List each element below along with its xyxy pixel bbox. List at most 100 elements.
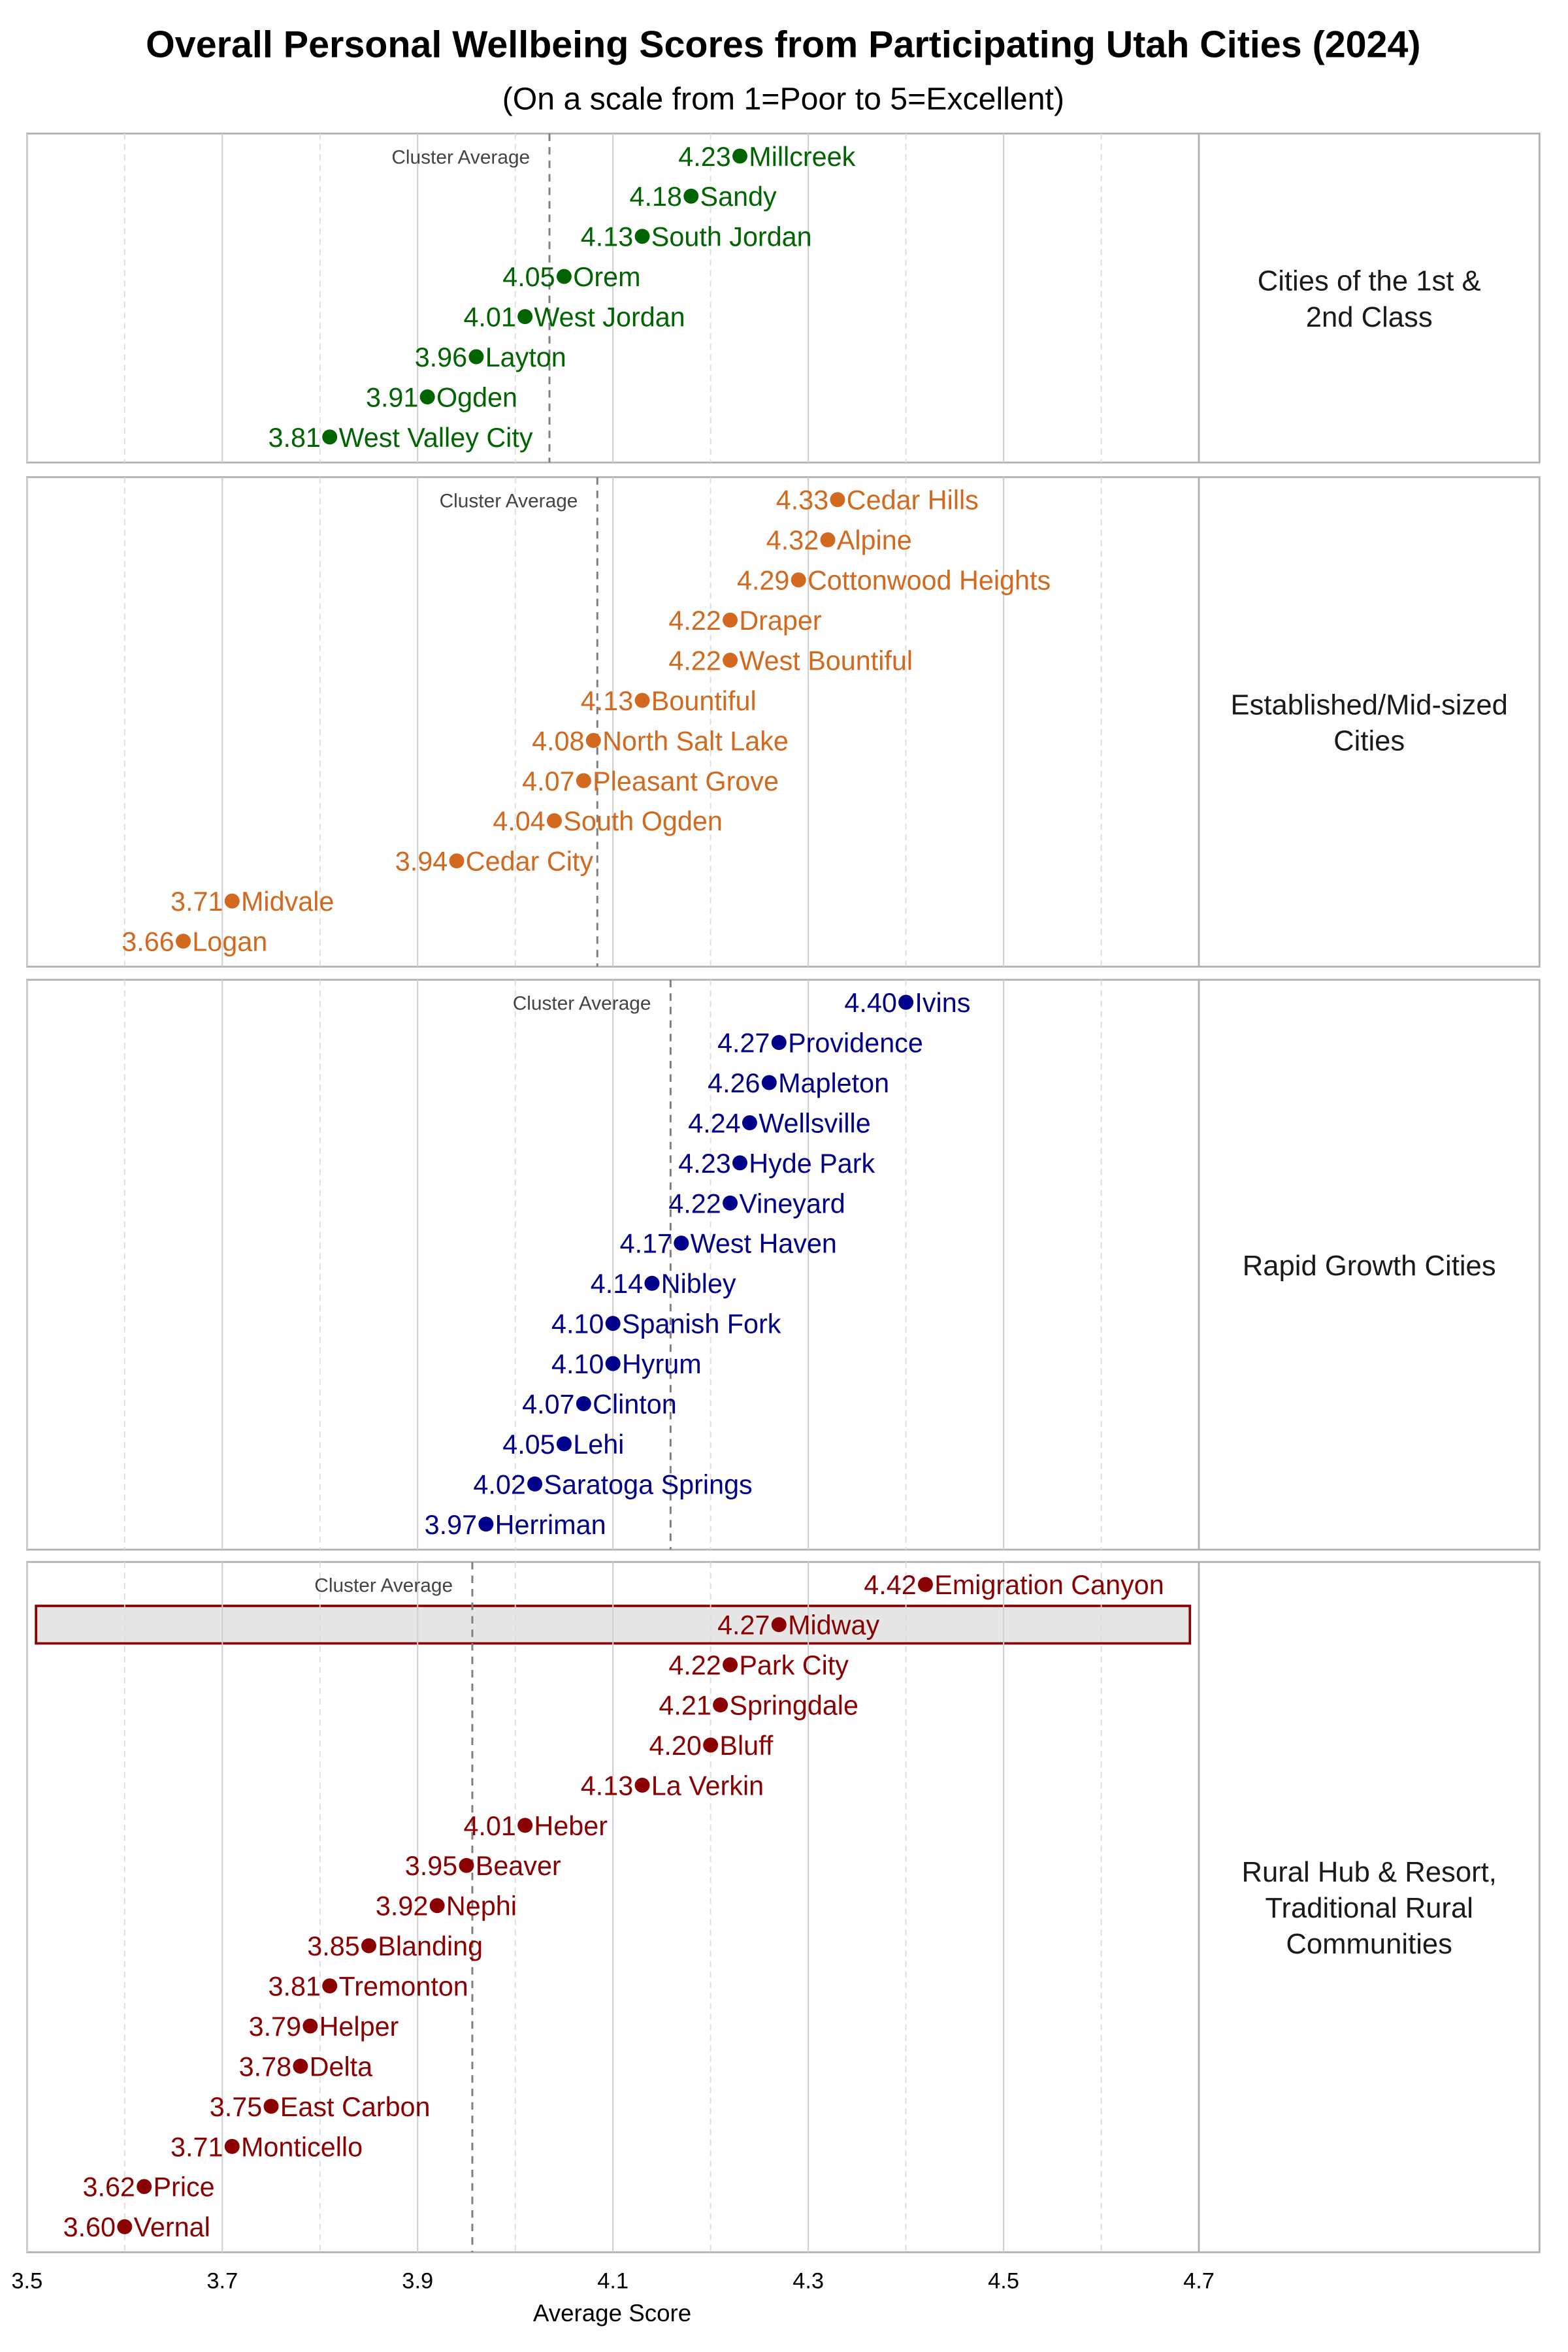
x-tick-label: 4.1 (597, 2268, 629, 2293)
value-label: 4.08 (532, 726, 584, 756)
data-point (137, 2179, 152, 2195)
data-point (830, 492, 845, 508)
value-label: 4.05 (502, 262, 555, 292)
data-point (429, 1898, 445, 1914)
city-label: Providence (788, 1028, 923, 1058)
panel-strip-label: Cities (1333, 726, 1405, 757)
city-label: Midway (788, 1610, 879, 1641)
x-tick-label: 4.3 (792, 2268, 824, 2293)
value-label: 4.17 (620, 1229, 672, 1259)
city-label: Alpine (837, 525, 912, 555)
city-label: Pleasant Grove (593, 766, 779, 796)
city-label: North Salt Lake (602, 726, 789, 756)
data-point (576, 773, 591, 789)
value-label: 3.94 (395, 847, 448, 877)
cluster-average-label: Cluster Average (440, 490, 578, 512)
value-label: 4.01 (463, 1811, 515, 1841)
data-point (771, 1035, 787, 1051)
value-label: 4.20 (649, 1731, 701, 1761)
city-label: Monticello (241, 2132, 363, 2162)
city-label: Ivins (915, 988, 970, 1018)
value-label: 4.40 (844, 988, 896, 1018)
value-label: 4.27 (717, 1610, 770, 1641)
data-point (634, 1777, 650, 1793)
data-point (761, 1075, 777, 1090)
value-label: 3.66 (122, 927, 174, 957)
value-label: 4.13 (581, 222, 633, 252)
city-label: La Verkin (651, 1771, 764, 1801)
panel-frame (25, 1561, 1541, 2253)
city-label: Saratoga Springs (544, 1469, 752, 1499)
data-point (674, 1235, 689, 1251)
value-label: 4.24 (688, 1108, 740, 1138)
panel-1: Cluster Average 4.33 Cedar Hills 4.32 Alpine… (25, 476, 1541, 968)
city-label: Sandy (700, 182, 777, 212)
value-label: 4.22 (668, 606, 721, 636)
panels: Cluster Average 4.23 Millcreek 4.18 Sandy 4.1… (25, 133, 1541, 2253)
value-label: 4.23 (678, 142, 730, 172)
data-point (302, 2018, 318, 2034)
x-tick-label: 3.9 (402, 2268, 433, 2293)
value-label: 4.27 (717, 1028, 770, 1058)
data-point (732, 148, 747, 164)
value-label: 3.91 (366, 382, 418, 412)
city-label: Price (153, 2172, 214, 2202)
city-label: Cottonwood Heights (808, 566, 1051, 596)
city-label: Park City (739, 1650, 849, 1680)
cluster-average-label: Cluster Average (391, 146, 530, 168)
city-label: South Ogden (563, 806, 723, 836)
city-label: Nephi (446, 1891, 517, 1921)
value-label: 3.81 (268, 1972, 320, 2002)
city-label: East Carbon (280, 2092, 431, 2122)
data-point (517, 1818, 533, 1833)
panel-frame (25, 133, 1541, 464)
city-label: Orem (573, 262, 640, 292)
value-label: 3.75 (210, 2092, 262, 2122)
value-label: 4.01 (463, 302, 515, 333)
panel-2: Cluster Average 4.40 Ivins 4.27 Providence 4.… (25, 979, 1541, 1551)
city-label: Heber (534, 1811, 608, 1841)
city-label: Helper (319, 2012, 399, 2042)
city-label: Hyrum (622, 1349, 702, 1379)
data-point (556, 1436, 572, 1452)
panel-strip-label: Rural Hub & Resort, (1242, 1857, 1497, 1888)
value-label: 4.10 (551, 1349, 604, 1379)
data-point (634, 229, 650, 244)
data-point (723, 1657, 738, 1673)
city-label: Beaver (476, 1851, 561, 1881)
value-label: 3.97 (425, 1510, 477, 1540)
city-label: Emigration Canyon (934, 1570, 1164, 1600)
panel-frame (25, 476, 1541, 968)
value-label: 4.32 (766, 525, 819, 555)
panel-strip-label: Traditional Rural (1265, 1893, 1473, 1924)
city-label: Millcreek (749, 142, 855, 172)
city-label: Lehi (573, 1429, 624, 1460)
value-label: 3.71 (171, 2132, 223, 2162)
panel-strip-label: Cities of the 1st & (1258, 266, 1481, 297)
panel-strip-label: Communities (1286, 1929, 1452, 1960)
data-point (176, 934, 191, 949)
data-point (918, 1576, 933, 1592)
data-point (468, 349, 484, 365)
city-label: Logan (192, 927, 267, 957)
city-label: Bluff (719, 1731, 773, 1761)
city-label: Cedar City (466, 847, 594, 877)
city-label: Wellsville (759, 1108, 870, 1138)
data-point (791, 572, 806, 588)
value-label: 4.07 (522, 766, 574, 796)
data-point (293, 2059, 308, 2074)
city-label: Cedar Hills (847, 485, 979, 515)
data-point (605, 1356, 621, 1371)
data-point (585, 732, 601, 748)
data-point (527, 1476, 543, 1492)
data-point (322, 429, 338, 445)
data-point (723, 1195, 738, 1211)
data-point (459, 1857, 474, 1873)
x-tick-label: 4.5 (988, 2268, 1019, 2293)
data-point (644, 1275, 660, 1291)
value-label: 3.71 (171, 887, 223, 917)
value-label: 3.95 (405, 1851, 457, 1881)
data-point (263, 2099, 279, 2114)
value-label: 4.04 (493, 806, 545, 836)
x-axis-label: Average Score (533, 2300, 691, 2327)
